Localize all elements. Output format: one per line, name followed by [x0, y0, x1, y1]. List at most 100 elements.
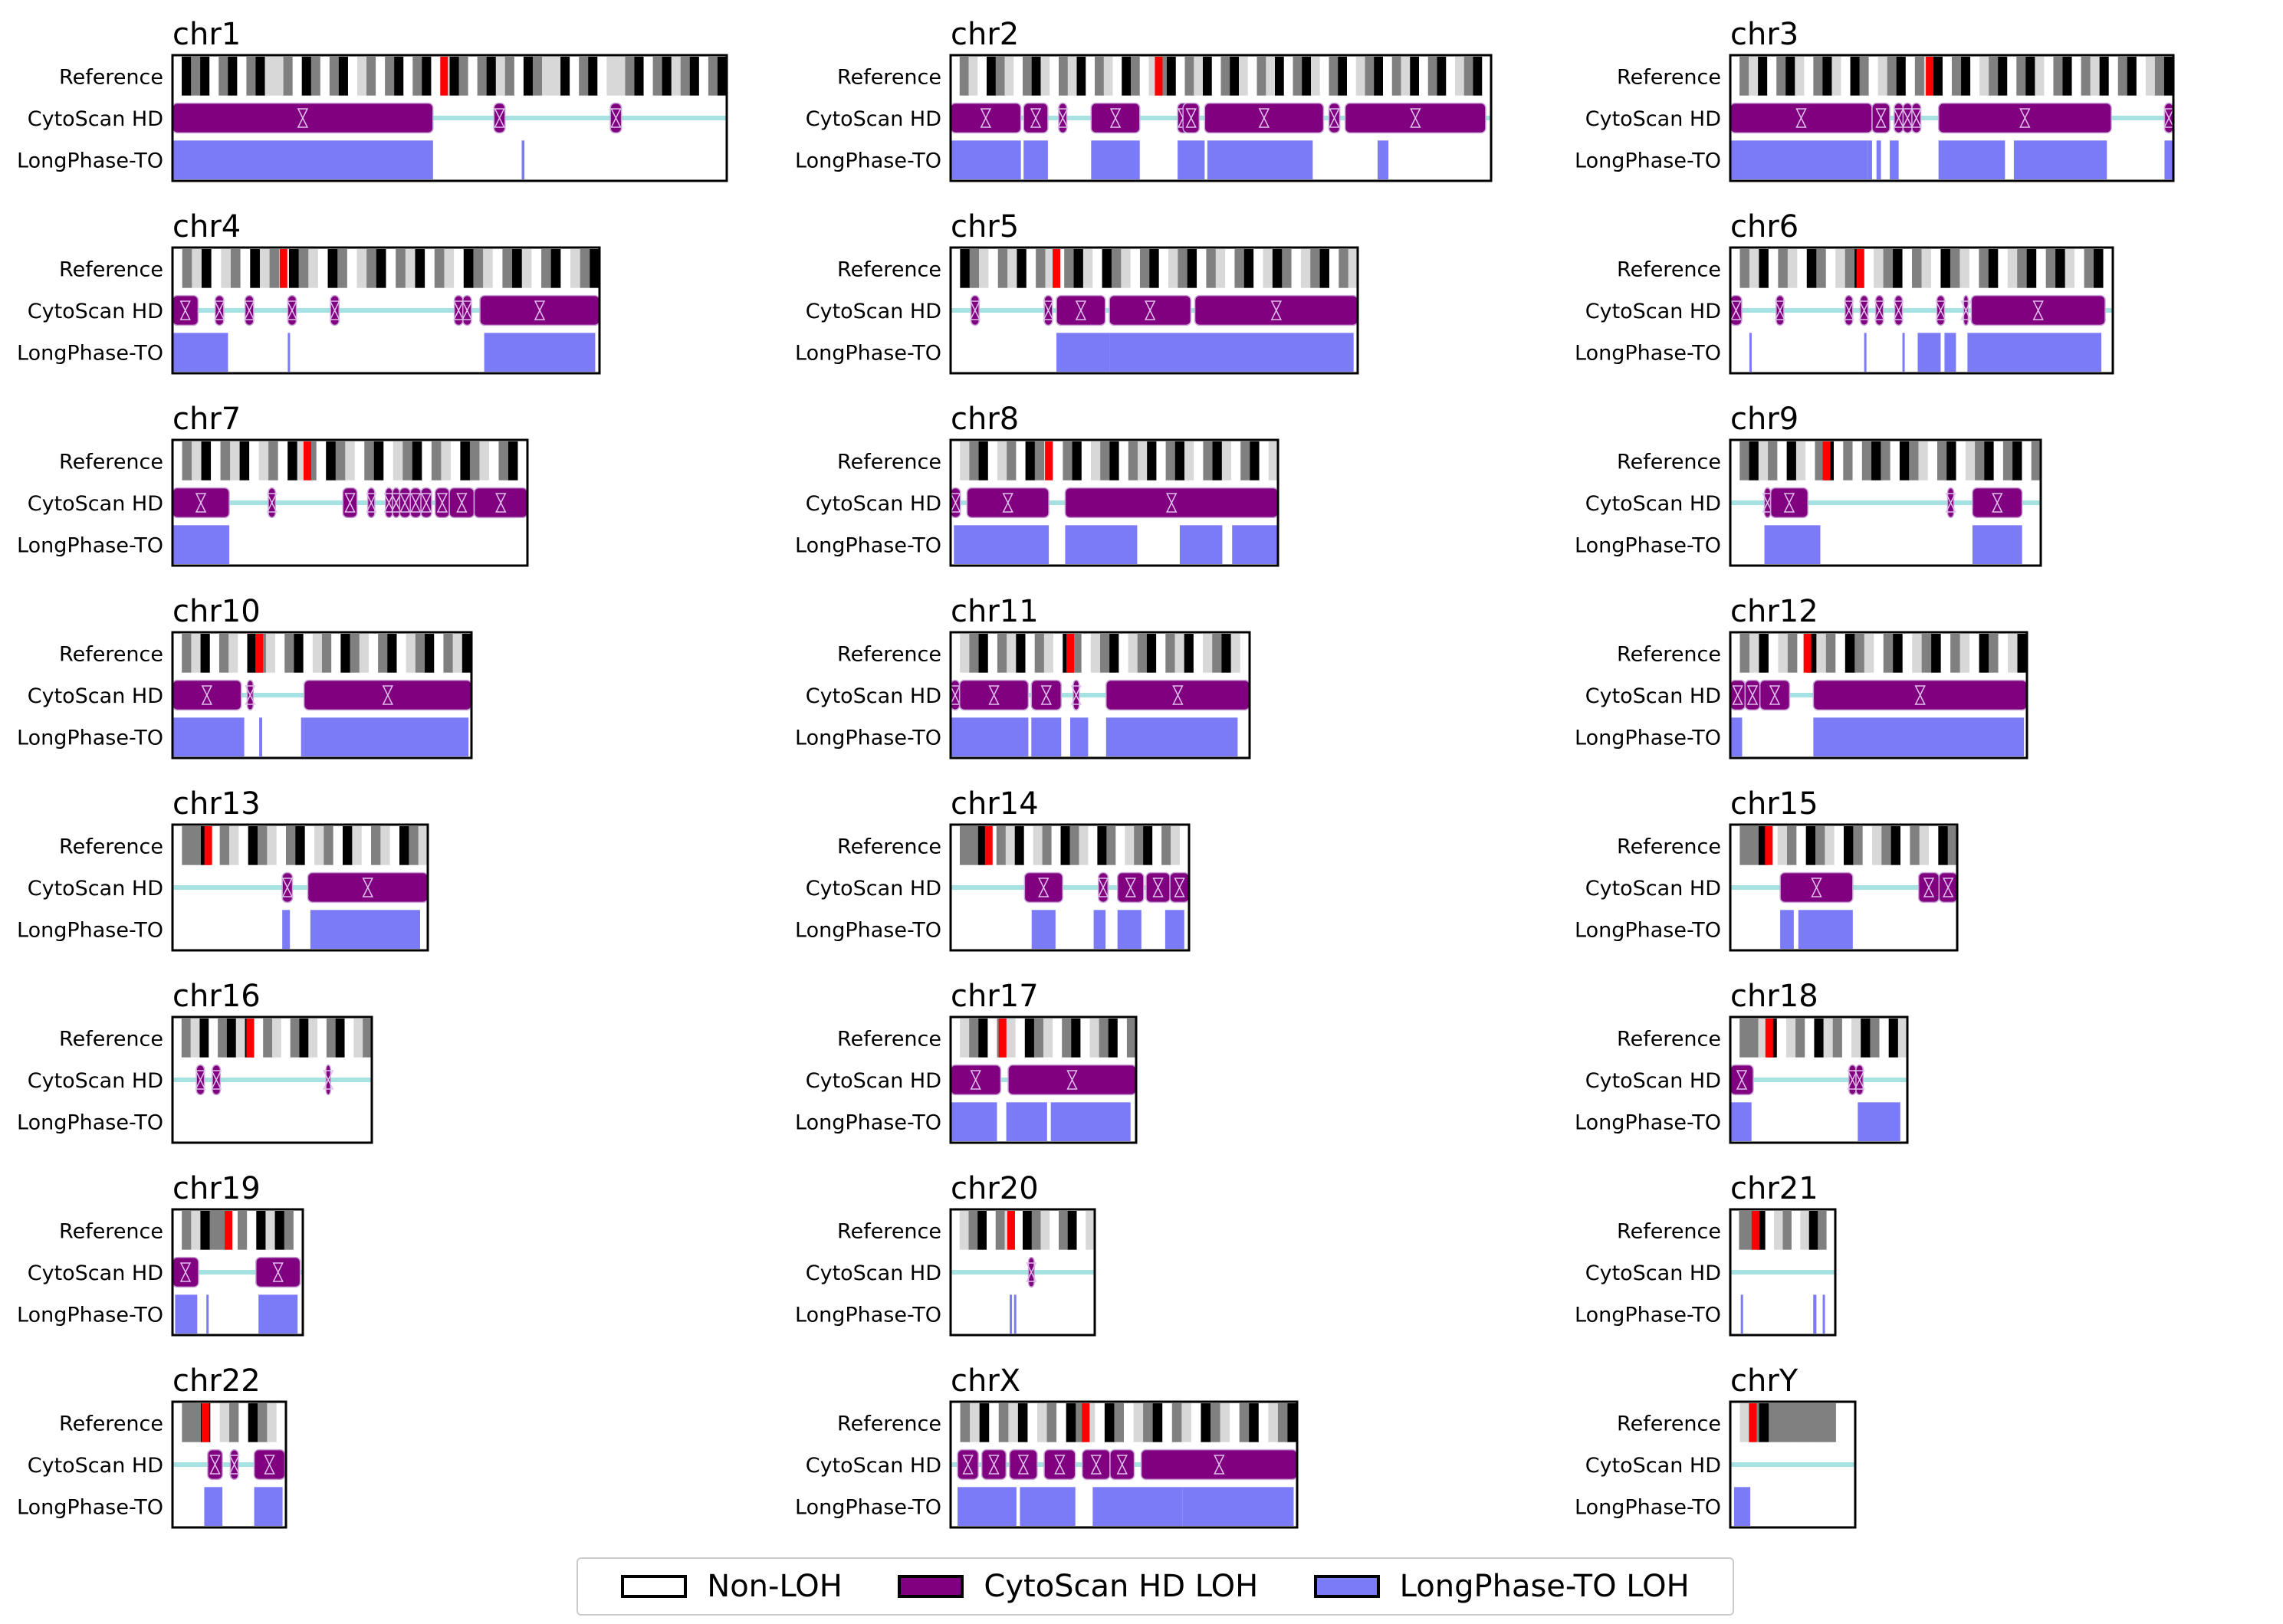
- chr9-band: [1899, 441, 1910, 481]
- chr15-band: [1796, 826, 1807, 865]
- chr7-band: [460, 441, 471, 481]
- chr17-title: chr17: [951, 979, 1039, 1014]
- chr10-title: chr10: [172, 594, 261, 629]
- chrx-band: [951, 1403, 961, 1442]
- chr9-cytoscan-baseline: [1730, 500, 2041, 505]
- chr1-band: [218, 57, 228, 96]
- chr20-band: [1076, 1211, 1086, 1250]
- chr3-band: [2053, 57, 2063, 96]
- chr1-band: [468, 57, 478, 96]
- chr15-frame: [1729, 823, 1959, 952]
- chr4-band: [570, 249, 581, 288]
- legend-item-non-loh: Non-LOH: [621, 1569, 843, 1604]
- chr18-band: [1795, 1019, 1805, 1058]
- chr4-band: [317, 249, 328, 288]
- chr22-band: [229, 1403, 239, 1442]
- chr4-cytoscan-glyph: [286, 300, 298, 320]
- chr7-cytoscan-glyph: [366, 493, 377, 513]
- chr6-row-label-longphase-to: LongPhase-TO: [1575, 342, 1721, 366]
- chr20-cytoscan-glyph: [1026, 1262, 1037, 1282]
- chr2-longphase-segment: [951, 140, 1021, 179]
- chr10-longphase-segment: [304, 717, 469, 756]
- chr11-cytoscan-glyph: [1070, 685, 1082, 705]
- chr16-band: [199, 1019, 209, 1058]
- chr2-band: [1211, 57, 1221, 96]
- chr20-row-label-cytoscan-hd: CytoScan HD: [806, 1261, 941, 1285]
- chr22-band: [210, 1403, 221, 1442]
- chr17-cytoscan-glyph: [1066, 1070, 1078, 1090]
- chr1-band: [274, 57, 284, 96]
- chr10-band: [322, 634, 332, 673]
- chr5-band: [1215, 249, 1226, 288]
- chr11-band: [1043, 634, 1054, 673]
- chr21-band: [1739, 1211, 1749, 1250]
- chr2-band: [1383, 57, 1393, 96]
- chr16-band: [335, 1019, 345, 1058]
- chr5-band: [1282, 249, 1292, 288]
- chr2-band: [1355, 57, 1365, 96]
- chr12-cytoscan-glyph: [1914, 685, 1926, 705]
- chr6-band: [1912, 249, 1922, 288]
- chr17-longphase-segment: [1050, 1102, 1131, 1141]
- chr9-band: [1984, 441, 1995, 481]
- chr7-band: [517, 441, 528, 481]
- chr9-band: [1918, 441, 1929, 481]
- chr11-longphase-segment: [1105, 717, 1238, 756]
- chr12-band: [1989, 634, 1999, 673]
- chrx-band: [1066, 1403, 1076, 1442]
- chr16-band: [326, 1019, 337, 1058]
- chr7-band: [335, 441, 346, 481]
- chr18-band: [1730, 1019, 1740, 1058]
- chr12-band: [1921, 634, 1932, 673]
- chr15-cytoscan-glyph: [1942, 878, 1954, 897]
- chr14-band: [951, 826, 961, 865]
- chr12-row-label-cytoscan-hd: CytoScan HD: [1585, 684, 1721, 708]
- chr2-band: [1167, 57, 1177, 96]
- chr13-band: [352, 826, 363, 865]
- chr14-cytoscan-glyph: [1174, 878, 1185, 897]
- chr5-band: [1310, 249, 1321, 288]
- chr13-band: [258, 826, 268, 865]
- chr18-row-label-longphase-to: LongPhase-TO: [1575, 1111, 1721, 1135]
- chr14-band: [1033, 826, 1043, 865]
- chr5-band: [997, 249, 1008, 288]
- chr5-band: [1319, 249, 1330, 288]
- chr2-band: [1103, 57, 1113, 96]
- chr3-band: [2127, 57, 2137, 96]
- chr9-band: [1843, 441, 1853, 481]
- chr1-band: [172, 57, 182, 96]
- chr14-band: [1060, 826, 1070, 865]
- chr1-band: [477, 57, 488, 96]
- chr16-band: [308, 1019, 318, 1058]
- chr1-band: [680, 57, 691, 96]
- chr8-longphase-segment: [1179, 525, 1223, 564]
- chrx-band: [1181, 1403, 1192, 1442]
- chr11-band: [1109, 634, 1119, 673]
- chr12-band: [1835, 634, 1846, 673]
- chr4-band: [221, 249, 232, 288]
- chr7-band: [239, 441, 250, 481]
- chr10-band: [284, 634, 294, 673]
- chr13-row-label-longphase-to: LongPhase-TO: [17, 919, 163, 943]
- chr14-longphase-segment: [1164, 910, 1184, 949]
- chr7-band: [172, 441, 182, 481]
- chr2-row-label-longphase-to: LongPhase-TO: [795, 149, 941, 173]
- chr14-band: [1005, 826, 1016, 865]
- chr12-row-label-longphase-to: LongPhase-TO: [1575, 727, 1721, 750]
- chr1-band: [310, 57, 321, 96]
- chr2-cytoscan-glyph: [1057, 108, 1069, 128]
- chr1-band: [283, 57, 294, 96]
- chr20-band: [951, 1211, 961, 1250]
- chr9-band: [1927, 441, 1938, 481]
- chr3-longphase-segment: [2164, 140, 2173, 179]
- chr19-longphase-segment: [206, 1294, 209, 1334]
- chr22-cytoscan-glyph: [264, 1455, 275, 1475]
- chr10-longphase-segment: [172, 717, 245, 756]
- chr6-band: [2036, 249, 2047, 288]
- chr12-band: [1979, 634, 1989, 673]
- chr6-band: [1921, 249, 1932, 288]
- chr1-band: [579, 57, 589, 96]
- chr10-band: [247, 634, 258, 673]
- chr4-band: [463, 249, 474, 288]
- chr2-band: [995, 57, 1005, 96]
